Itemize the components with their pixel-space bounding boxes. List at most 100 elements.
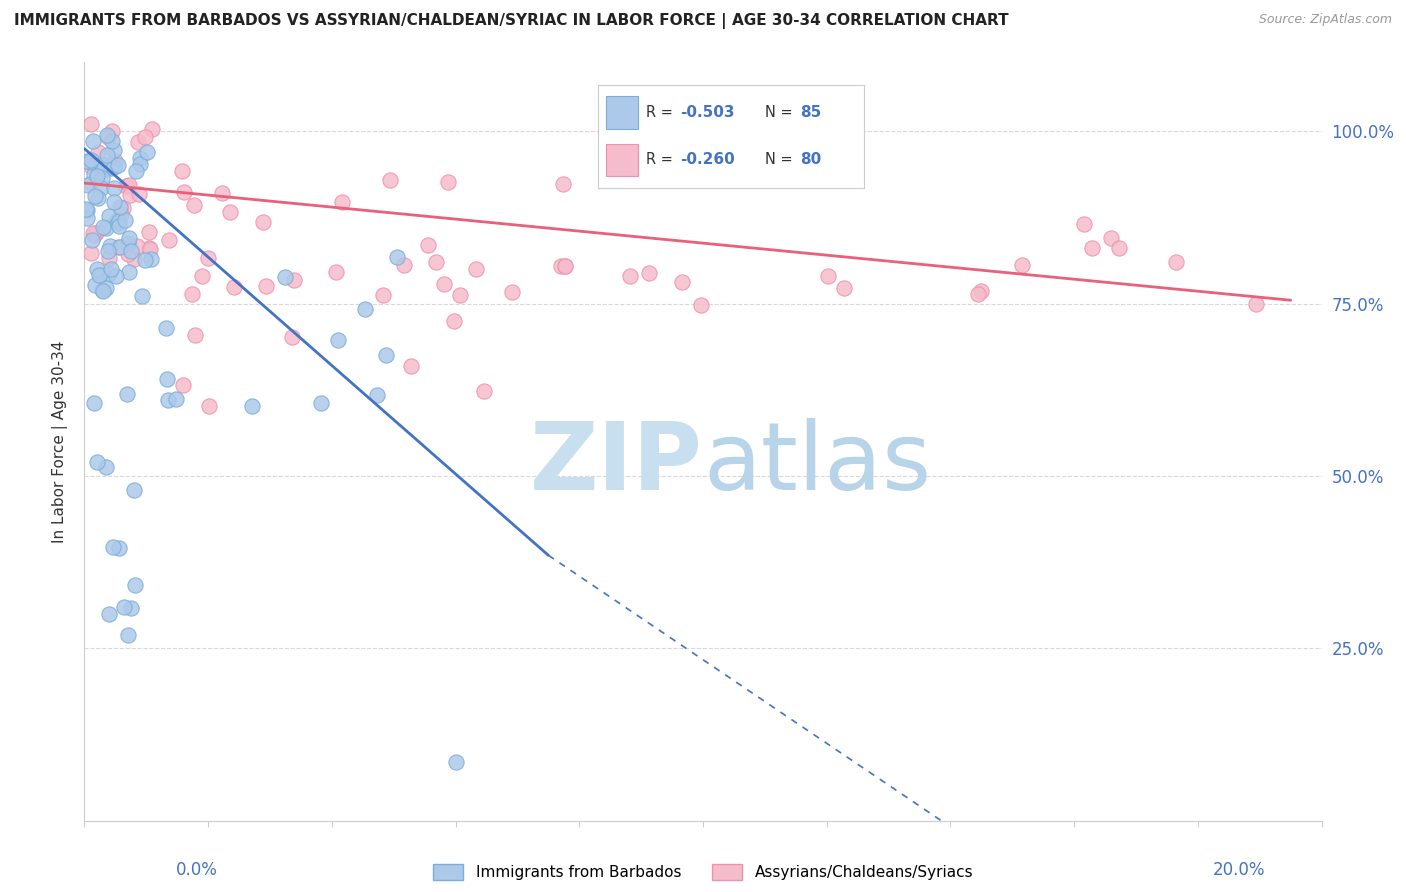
Point: [172, 377, 194, 392]
Point: [79, 159, 101, 173]
Point: [108, 213, 131, 227]
Point: [84, 278, 107, 293]
Point: [554, 259, 576, 273]
Point: [401, 359, 423, 373]
Point: [75, 202, 97, 216]
Point: [180, 286, 202, 301]
Point: [77, 178, 100, 193]
Point: [89, 268, 111, 282]
Point: [183, 328, 205, 343]
Point: [464, 261, 486, 276]
Point: [98, 210, 121, 224]
Point: [120, 187, 142, 202]
Point: [472, 384, 495, 398]
Point: [156, 393, 179, 408]
Point: [82, 227, 104, 241]
Point: [443, 314, 465, 328]
Point: [550, 259, 572, 273]
Point: [817, 269, 839, 284]
Point: [157, 233, 180, 247]
Point: [1011, 258, 1033, 272]
Point: [1101, 231, 1123, 245]
Point: [100, 161, 122, 175]
Point: [332, 194, 354, 209]
Point: [98, 267, 121, 281]
Text: IMMIGRANTS FROM BARBADOS VS ASSYRIAN/CHALDEAN/SYRIAC IN LABOR FORCE | AGE 30-34 : IMMIGRANTS FROM BARBADOS VS ASSYRIAN/CHA…: [14, 13, 1008, 29]
Point: [309, 396, 332, 410]
Point: [82, 233, 104, 247]
Text: 0.0%: 0.0%: [176, 861, 218, 879]
Point: [120, 601, 142, 615]
Point: [97, 130, 120, 145]
Point: [281, 330, 304, 344]
Point: [110, 240, 132, 254]
Point: [124, 578, 146, 592]
Point: [125, 239, 148, 253]
Point: [93, 161, 115, 176]
Point: [91, 220, 114, 235]
Point: [170, 164, 193, 178]
Point: [108, 219, 131, 233]
Point: [183, 197, 205, 211]
Point: [1073, 218, 1095, 232]
Point: [105, 213, 128, 227]
Point: [283, 273, 305, 287]
Point: [326, 333, 349, 347]
Point: [101, 135, 124, 149]
Point: [87, 190, 110, 204]
Point: [122, 483, 145, 497]
Point: [433, 277, 456, 291]
Point: [83, 227, 105, 242]
Point: [969, 284, 991, 298]
Point: [128, 157, 150, 171]
Point: [371, 288, 394, 302]
Point: [86, 455, 108, 469]
Point: [375, 348, 398, 362]
Point: [138, 225, 160, 239]
Point: [385, 250, 408, 264]
Point: [117, 265, 139, 279]
Point: [449, 288, 471, 302]
Point: [98, 251, 121, 265]
Point: [115, 179, 138, 194]
Point: [94, 280, 117, 294]
Point: [141, 121, 163, 136]
Point: [98, 238, 121, 252]
Point: [89, 268, 111, 282]
Point: [832, 281, 855, 295]
Point: [107, 158, 129, 172]
Point: [125, 164, 148, 178]
Point: [155, 320, 177, 334]
Legend: Immigrants from Barbados, Assyrians/Chaldeans/Syriacs: Immigrants from Barbados, Assyrians/Chal…: [433, 864, 973, 880]
Point: [83, 167, 105, 181]
Point: [156, 372, 179, 386]
Point: [105, 268, 128, 283]
Point: [211, 186, 233, 201]
Point: [1108, 241, 1130, 255]
Point: [122, 252, 145, 266]
Point: [127, 135, 149, 149]
Point: [91, 171, 114, 186]
Point: [197, 252, 219, 266]
Point: [82, 134, 104, 148]
Point: [86, 262, 108, 277]
Point: [191, 268, 214, 283]
Point: [1081, 241, 1104, 255]
Point: [366, 388, 388, 402]
Point: [94, 221, 117, 235]
Point: [135, 145, 157, 159]
Text: Source: ZipAtlas.com: Source: ZipAtlas.com: [1258, 13, 1392, 27]
Point: [118, 178, 141, 192]
Point: [173, 185, 195, 199]
Text: atlas: atlas: [703, 418, 931, 510]
Point: [86, 169, 108, 184]
Point: [94, 459, 117, 474]
Point: [690, 298, 713, 312]
Point: [198, 399, 221, 413]
Point: [131, 288, 153, 302]
Point: [380, 173, 402, 187]
Point: [118, 231, 141, 245]
Point: [392, 258, 415, 272]
Point: [354, 302, 377, 317]
Point: [134, 252, 156, 267]
